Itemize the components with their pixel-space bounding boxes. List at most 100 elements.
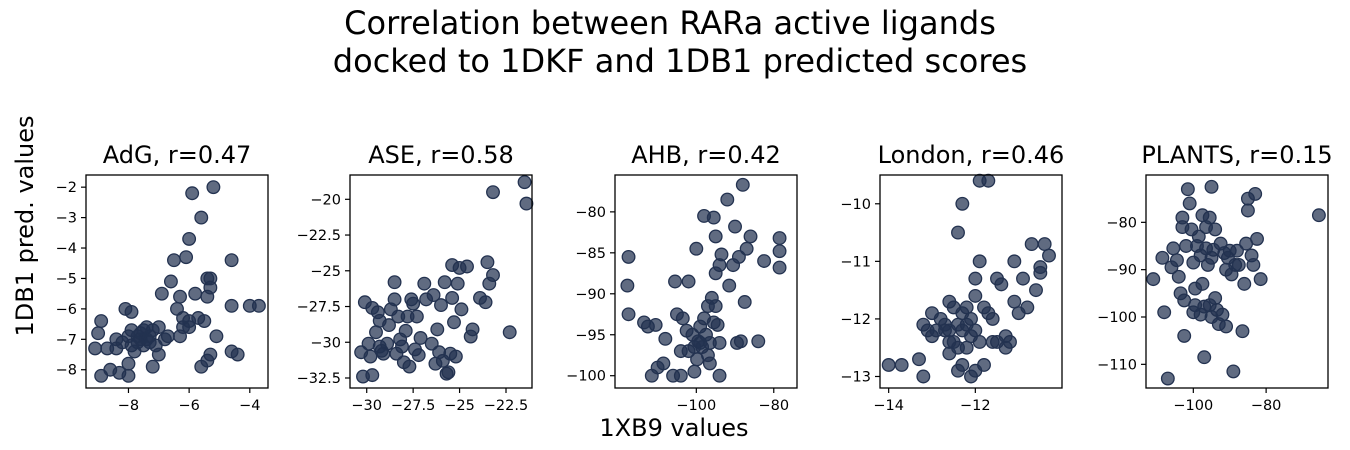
x-tick-label: −27.5 xyxy=(391,398,435,414)
scatter-panels: AdG, r=0.47 −8 −6 −4 −8 −7 −6 −5 −4 −3 −2 ASE, r=0.… xyxy=(56,141,1333,414)
x-tick-label: −100 xyxy=(1173,398,1213,414)
data-point xyxy=(689,241,704,256)
shared-y-axis-label: 1DB1 pred. values xyxy=(11,115,39,336)
x-tick-label: −30 xyxy=(351,398,382,414)
data-point xyxy=(1146,272,1161,287)
data-point xyxy=(981,173,996,188)
data-point xyxy=(951,225,965,240)
data-point xyxy=(964,311,978,326)
y-tick-label: −5 xyxy=(56,271,77,287)
y-tick-label: −30 xyxy=(310,335,341,351)
data-point xyxy=(380,336,395,351)
data-point xyxy=(188,286,203,301)
y-tick-label: −90 xyxy=(1106,263,1137,279)
data-point xyxy=(1230,243,1244,258)
data-point xyxy=(656,356,671,371)
data-point xyxy=(387,275,402,290)
data-point xyxy=(203,271,218,286)
data-point xyxy=(1197,350,1212,365)
data-point xyxy=(648,317,663,332)
panel-title: ASE, r=0.58 xyxy=(368,141,514,169)
data-point xyxy=(772,260,787,275)
data-point xyxy=(733,334,748,349)
data-point xyxy=(687,364,702,379)
data-point xyxy=(708,229,723,244)
data-point xyxy=(1029,283,1043,298)
data-point xyxy=(160,329,175,344)
data-point xyxy=(658,331,673,346)
data-point xyxy=(1246,257,1261,272)
y-tick-label: −25 xyxy=(310,264,341,280)
data-point xyxy=(369,325,383,340)
data-point xyxy=(182,320,197,335)
data-point xyxy=(382,318,396,333)
data-point xyxy=(739,241,754,256)
y-tick-label: −2 xyxy=(56,180,77,196)
data-point xyxy=(1003,335,1017,349)
data-point xyxy=(151,320,166,335)
axes-frame xyxy=(614,174,798,389)
data-point xyxy=(620,278,635,293)
y-tick-label: −90 xyxy=(575,287,606,303)
data-point xyxy=(1155,250,1170,265)
data-point xyxy=(985,311,1000,326)
data-point xyxy=(480,255,495,270)
data-point xyxy=(1248,186,1263,201)
data-point xyxy=(363,349,378,364)
data-point xyxy=(881,358,896,372)
scatter-panel: PLANTS, r=0.15 −100 −80 −110 −100 −90 −80 xyxy=(1097,141,1333,414)
panel-title: London, r=0.46 xyxy=(878,141,1065,169)
data-point xyxy=(182,231,197,246)
figure-title-line-1: Correlation between RARa active ligands xyxy=(344,4,996,42)
x-tick-label: −22.5 xyxy=(484,398,528,414)
data-point xyxy=(1177,328,1192,343)
data-point xyxy=(972,254,987,269)
y-tick-label: −12 xyxy=(840,312,871,328)
data-point xyxy=(409,309,424,324)
y-tick-label: −22.5 xyxy=(297,228,341,244)
data-point xyxy=(675,311,690,326)
x-tick-label: −25 xyxy=(444,398,475,414)
x-tick-label: −80 xyxy=(758,398,789,414)
axes-frame xyxy=(349,174,533,389)
data-point xyxy=(959,340,974,355)
axes-frame xyxy=(85,174,269,389)
data-point xyxy=(185,186,200,201)
data-point xyxy=(145,359,160,374)
data-point xyxy=(486,185,500,200)
y-tick-label: −3 xyxy=(56,211,77,227)
y-tick-label: −80 xyxy=(1106,215,1137,231)
data-point xyxy=(714,247,729,262)
data-point xyxy=(1182,196,1197,211)
data-point xyxy=(1226,364,1241,379)
data-point xyxy=(1166,241,1181,256)
data-point xyxy=(454,302,469,317)
x-tick-label: −8 xyxy=(118,398,139,414)
data-point xyxy=(486,268,500,283)
data-point xyxy=(673,368,688,383)
data-point xyxy=(735,177,750,192)
x-tick-label: −12 xyxy=(960,398,991,414)
data-point xyxy=(437,275,452,290)
y-tick-label: −8 xyxy=(56,363,77,379)
data-point xyxy=(448,349,463,364)
scatter-panel: AHB, r=0.42 −100 −80 −100 −95 −90 −85 −80 xyxy=(566,141,798,414)
data-point xyxy=(1253,272,1268,287)
data-point xyxy=(395,339,409,354)
y-tick-label: −100 xyxy=(1097,310,1137,326)
data-point xyxy=(1037,237,1052,252)
data-point xyxy=(94,314,109,329)
data-point xyxy=(434,298,448,313)
x-tick-label: −100 xyxy=(676,398,716,414)
data-point xyxy=(955,196,970,211)
figure-title-line-2: docked to 1DKF and 1DB1 predicted scores xyxy=(333,42,1027,80)
x-tick-label: −80 xyxy=(1251,398,1282,414)
data-point xyxy=(173,289,187,304)
y-tick-label: −7 xyxy=(56,332,77,348)
data-point xyxy=(668,274,682,289)
data-point xyxy=(751,334,766,349)
data-point xyxy=(88,341,103,356)
data-point xyxy=(681,274,696,289)
y-tick-label: −32.5 xyxy=(297,371,341,387)
